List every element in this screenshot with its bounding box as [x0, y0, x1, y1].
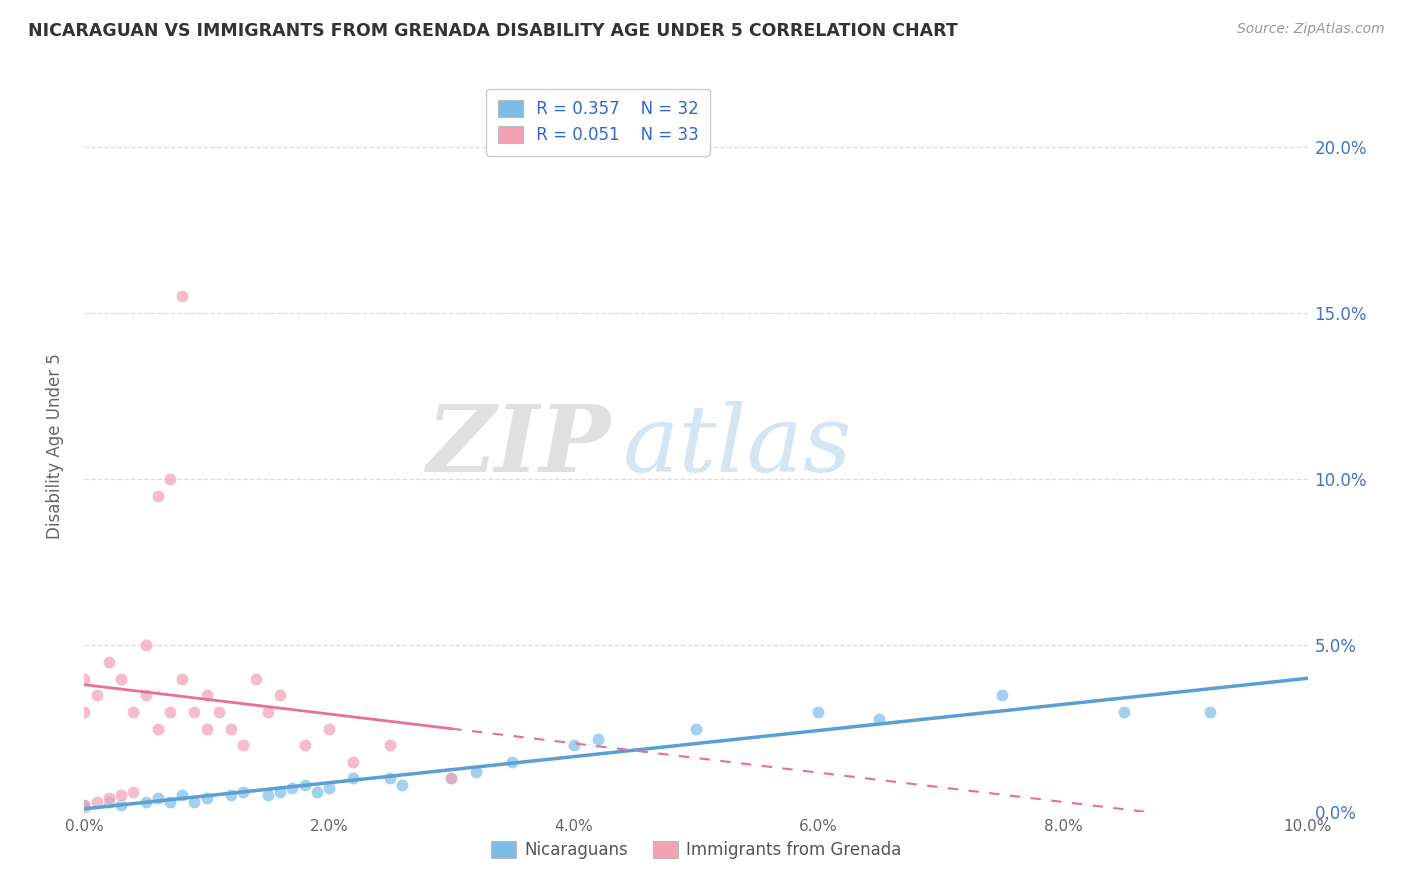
Point [195, 791, 218, 805]
Point [183, 705, 205, 719]
Y-axis label: Disability Age Under 5: Disability Age Under 5 [45, 353, 63, 539]
Point [562, 738, 585, 752]
Point [232, 785, 254, 799]
Point [502, 755, 524, 769]
Point [73, 801, 96, 815]
Point [440, 772, 463, 786]
Point [97, 795, 120, 809]
Point [305, 785, 328, 799]
Point [318, 781, 340, 796]
Point [219, 722, 242, 736]
Point [122, 705, 145, 719]
Point [159, 795, 181, 809]
Point [110, 788, 132, 802]
Text: atlas: atlas [623, 401, 852, 491]
Point [1198, 705, 1220, 719]
Point [380, 738, 402, 752]
Point [159, 705, 181, 719]
Point [135, 795, 157, 809]
Point [195, 689, 218, 703]
Point [1114, 705, 1136, 719]
Point [257, 705, 280, 719]
Point [146, 489, 169, 503]
Point [73, 672, 96, 686]
Point [135, 639, 157, 653]
Point [869, 712, 891, 726]
Legend: Nicaraguans, Immigrants from Grenada: Nicaraguans, Immigrants from Grenada [484, 834, 908, 865]
Point [245, 672, 267, 686]
Point [73, 705, 96, 719]
Point [219, 788, 242, 802]
Point [135, 689, 157, 703]
Point [73, 798, 96, 813]
Point [110, 672, 132, 686]
Point [86, 689, 108, 703]
Point [97, 655, 120, 669]
Point [807, 705, 830, 719]
Point [440, 772, 463, 786]
Point [172, 788, 194, 802]
Point [294, 778, 316, 792]
Point [685, 722, 707, 736]
Point [294, 738, 316, 752]
Point [97, 791, 120, 805]
Point [269, 785, 291, 799]
Text: NICARAGUAN VS IMMIGRANTS FROM GRENADA DISABILITY AGE UNDER 5 CORRELATION CHART: NICARAGUAN VS IMMIGRANTS FROM GRENADA DI… [28, 22, 957, 40]
Point [159, 472, 181, 486]
Text: ZIP: ZIP [426, 401, 610, 491]
Point [380, 772, 402, 786]
Point [73, 798, 96, 813]
Point [122, 785, 145, 799]
Point [391, 778, 413, 792]
Point [208, 705, 231, 719]
Point [318, 722, 340, 736]
Point [281, 781, 304, 796]
Point [183, 795, 205, 809]
Point [342, 772, 364, 786]
Point [464, 764, 486, 779]
Text: Source: ZipAtlas.com: Source: ZipAtlas.com [1237, 22, 1385, 37]
Point [586, 731, 609, 746]
Point [172, 672, 194, 686]
Point [232, 738, 254, 752]
Point [110, 798, 132, 813]
Point [146, 791, 169, 805]
Point [195, 722, 218, 736]
Point [146, 722, 169, 736]
Point [257, 788, 280, 802]
Point [269, 689, 291, 703]
Point [991, 689, 1014, 703]
Point [86, 795, 108, 809]
Point [342, 755, 364, 769]
Point [172, 289, 194, 303]
